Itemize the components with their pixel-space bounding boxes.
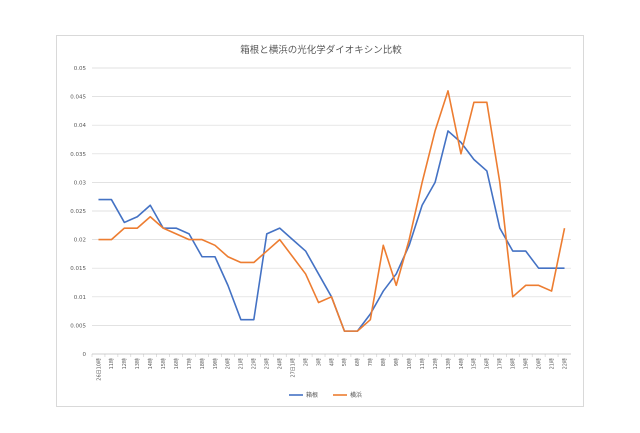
y-tick-label: 0 [83, 352, 87, 358]
legend-label: 箱根 [306, 391, 318, 399]
x-tick-label: 12時 [122, 358, 128, 369]
x-tick-label: 14時 [148, 358, 154, 369]
y-tick-label: 0.03 [74, 180, 87, 186]
x-tick-label: 21時 [549, 358, 555, 369]
legend: 箱根 横浜 [289, 391, 362, 399]
x-axis-ticks: 26日10時 11時 12時 13時 14時 15時 16時 17時 18時 19時 20時 21時 2… [91, 354, 568, 381]
y-tick-label: 0.035 [70, 152, 86, 158]
series-lines [98, 90, 566, 332]
x-tick-label: 19時 [213, 358, 219, 369]
x-tick-label: 15時 [472, 358, 478, 369]
x-tick-label: 6時 [355, 358, 361, 366]
x-tick-label: 21時 [239, 358, 245, 369]
x-tick-label: 19時 [523, 358, 529, 369]
x-tick-label: 22時 [562, 358, 568, 369]
line-chart: 箱根と横浜の光化学ダイオキシン比較 0 0.005 0.01 0.015 0.02 0.0… [70, 44, 571, 399]
x-tick-label: 10時 [407, 358, 413, 369]
x-tick-label: 18時 [200, 358, 206, 369]
y-tick-label: 0.01 [74, 295, 86, 301]
x-tick-label: 9時 [394, 358, 400, 366]
x-tick-label: 20時 [226, 358, 232, 369]
gridlines [92, 67, 571, 355]
x-tick-label: 11時 [420, 358, 426, 369]
x-tick-label: 15時 [161, 358, 167, 369]
series-line [98, 90, 566, 332]
chart-title: 箱根と横浜の光化学ダイオキシン比較 [240, 44, 402, 56]
legend-label: 横浜 [350, 391, 362, 399]
x-tick-label: 11時 [109, 358, 115, 369]
y-tick-label: 0.02 [74, 238, 86, 244]
x-tick-label: 16時 [485, 358, 491, 369]
chart-area: 箱根と横浜の光化学ダイオキシン比較 0 0.005 0.01 0.015 0.02 0.0… [56, 35, 584, 407]
y-tick-label: 0.045 [70, 95, 86, 101]
y-tick-label: 0.04 [74, 123, 87, 129]
y-tick-label: 0.005 [70, 323, 86, 329]
x-tick-label: 8時 [381, 358, 387, 366]
x-tick-label: 20時 [536, 358, 542, 369]
x-tick-label: 3時 [316, 358, 322, 366]
x-tick-label: 12時 [433, 358, 439, 369]
x-tick-label: 7時 [368, 358, 374, 366]
x-tick-label: 14時 [459, 358, 465, 369]
x-tick-label: 16時 [174, 358, 180, 369]
y-tick-label: 0.025 [70, 209, 86, 215]
x-tick-label: 27日1時 [290, 358, 296, 378]
x-tick-label: 13時 [446, 358, 452, 369]
x-tick-label: 17時 [498, 358, 504, 369]
y-tick-label: 0.015 [70, 266, 86, 272]
x-tick-label: 2時 [303, 358, 309, 366]
x-tick-label: 17時 [187, 358, 193, 369]
x-tick-label: 5時 [342, 358, 348, 366]
x-tick-label: 4時 [329, 358, 335, 366]
y-axis-ticks: 0 0.005 0.01 0.015 0.02 0.025 0.03 0.035 0.04 0.0… [70, 66, 86, 358]
x-tick-label: 13時 [135, 358, 141, 369]
x-tick-label: 24時 [278, 358, 284, 369]
x-tick-label: 26日10時 [96, 358, 102, 381]
x-tick-label: 22時 [252, 358, 258, 369]
y-tick-label: 0.05 [74, 66, 87, 72]
x-tick-label: 18時 [511, 358, 517, 369]
x-tick-label: 23時 [265, 358, 271, 369]
